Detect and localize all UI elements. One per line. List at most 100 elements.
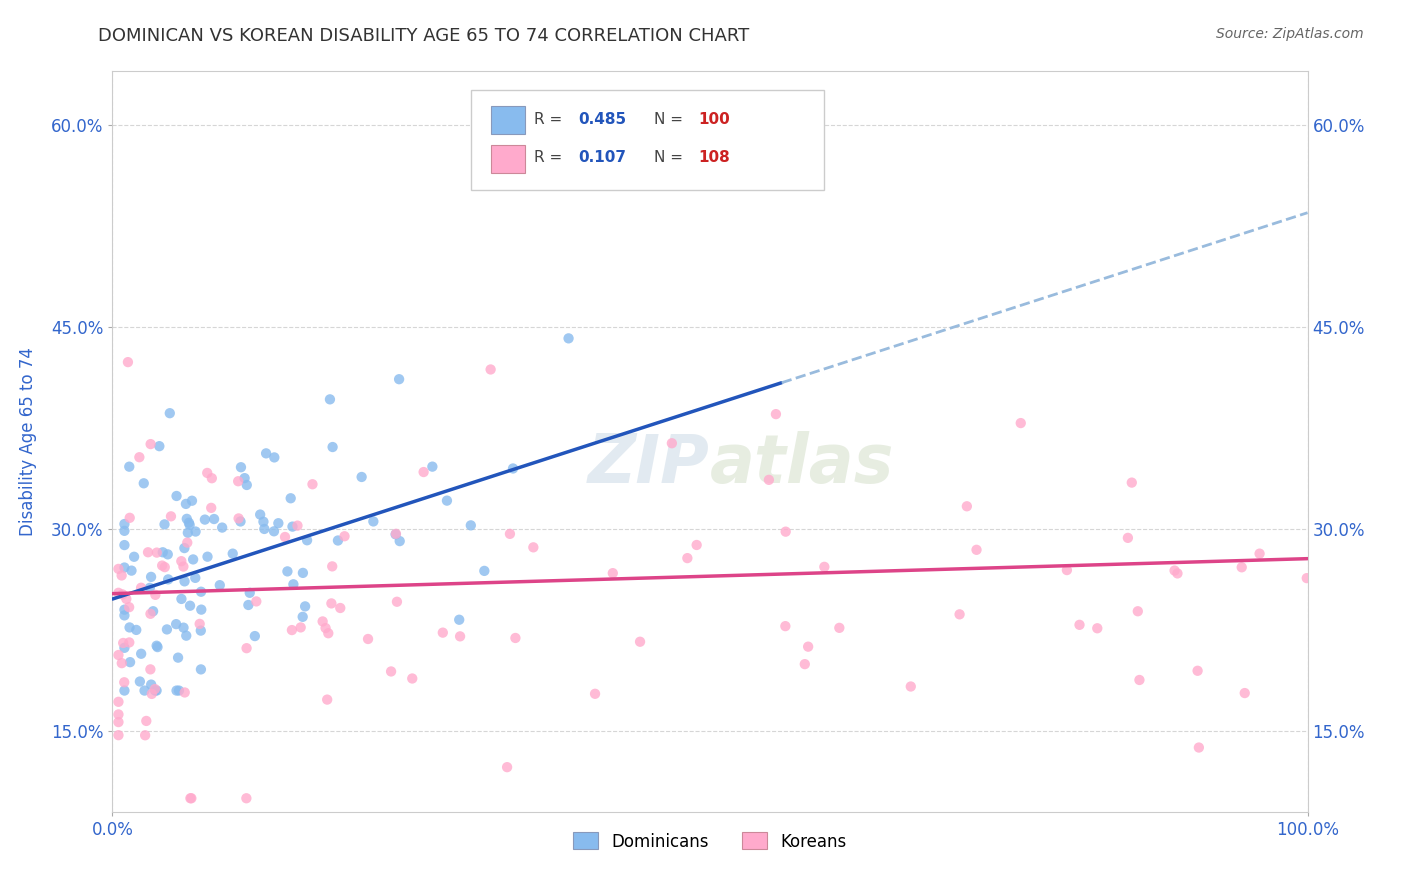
Point — [122, 549, 145, 564]
Point — [333, 529, 356, 543]
Point — [114, 524, 135, 538]
Point — [226, 475, 249, 489]
Point — [197, 549, 219, 564]
Point — [245, 594, 267, 608]
Point — [363, 515, 385, 529]
Text: atlas: atlas — [710, 431, 894, 497]
Point — [177, 516, 200, 530]
Point — [357, 632, 380, 646]
Point — [449, 629, 471, 643]
Point — [966, 542, 988, 557]
Point — [1126, 604, 1149, 618]
Point — [179, 791, 201, 805]
Point — [118, 511, 141, 525]
Point — [111, 587, 134, 601]
Point — [153, 560, 176, 574]
Point — [1116, 531, 1139, 545]
Point — [200, 500, 222, 515]
Point — [290, 620, 312, 634]
Point — [555, 178, 578, 193]
Point — [156, 547, 179, 561]
Point — [111, 656, 134, 670]
Point — [114, 608, 135, 623]
Point — [229, 515, 252, 529]
Point — [557, 331, 579, 345]
Y-axis label: Disability Age 65 to 74: Disability Age 65 to 74 — [20, 347, 37, 536]
Point — [775, 619, 797, 633]
Point — [797, 640, 820, 654]
Point — [1166, 566, 1188, 581]
Point — [184, 524, 207, 539]
Point — [1295, 571, 1317, 585]
Point — [117, 355, 139, 369]
Point — [107, 586, 129, 600]
Point — [195, 466, 218, 480]
Point — [141, 677, 163, 691]
Point — [134, 683, 156, 698]
Point — [499, 527, 522, 541]
Point — [350, 470, 373, 484]
Point — [522, 541, 544, 555]
Point — [145, 639, 167, 653]
Bar — [491, 145, 524, 173]
Point — [1187, 664, 1209, 678]
Point — [1085, 621, 1108, 635]
Point — [1121, 475, 1143, 490]
Point — [136, 545, 159, 559]
Point — [422, 459, 444, 474]
Point — [239, 586, 262, 600]
Point — [180, 791, 202, 805]
Text: R =: R = — [534, 151, 568, 166]
Point — [172, 559, 194, 574]
Text: 100: 100 — [699, 112, 730, 127]
Point — [177, 525, 200, 540]
Point — [170, 554, 193, 568]
Point — [153, 517, 176, 532]
Point — [1069, 617, 1091, 632]
Point — [150, 558, 173, 573]
Point — [139, 581, 162, 595]
Point — [143, 681, 166, 696]
Point — [329, 601, 352, 615]
Point — [685, 538, 707, 552]
Point — [602, 566, 624, 581]
Point — [281, 623, 304, 637]
Point — [263, 450, 285, 465]
Text: N =: N = — [654, 151, 688, 166]
Point — [114, 516, 135, 531]
Point — [141, 687, 163, 701]
Point — [173, 621, 195, 635]
Point — [502, 461, 524, 475]
Point — [145, 683, 167, 698]
Point — [436, 493, 458, 508]
Point — [139, 607, 162, 621]
Point — [139, 662, 162, 676]
Point — [107, 695, 129, 709]
Point — [412, 465, 434, 479]
Point — [174, 497, 197, 511]
Point — [114, 683, 135, 698]
Point — [254, 446, 277, 460]
Point — [321, 596, 343, 610]
Point — [167, 650, 190, 665]
Point — [301, 477, 323, 491]
FancyBboxPatch shape — [471, 90, 824, 190]
Point — [173, 685, 195, 699]
Point — [311, 615, 333, 629]
Point — [283, 577, 305, 591]
Point — [380, 665, 402, 679]
Point — [166, 489, 188, 503]
Point — [107, 562, 129, 576]
Point — [249, 508, 271, 522]
Point — [134, 728, 156, 742]
Point — [181, 552, 204, 566]
Point — [291, 610, 314, 624]
Point — [118, 635, 141, 649]
Point — [107, 707, 129, 722]
Point — [956, 500, 979, 514]
Point — [813, 559, 835, 574]
Point — [583, 687, 606, 701]
Point — [472, 564, 495, 578]
Point — [432, 625, 454, 640]
Point — [793, 657, 815, 672]
